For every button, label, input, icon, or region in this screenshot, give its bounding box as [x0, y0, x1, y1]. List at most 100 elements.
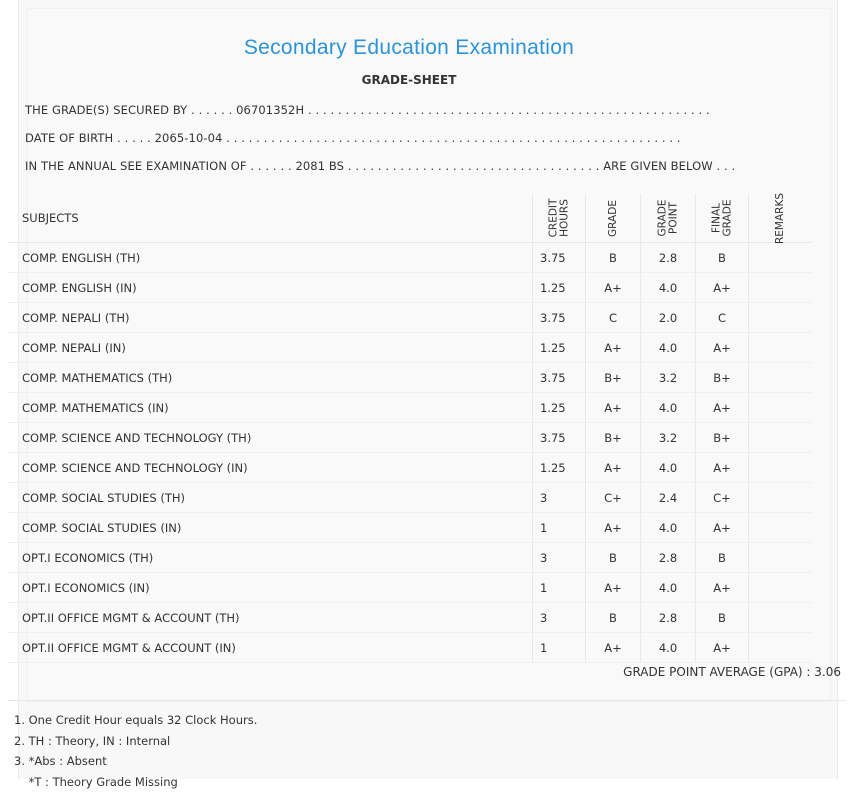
- remarks-cell: [748, 603, 812, 632]
- table-header-row: SUBJECTS CREDIT HOURS GRADE GRADE POINT …: [8, 194, 812, 243]
- credit-hours-cell: 3.75: [532, 243, 585, 272]
- grade-cell: A+: [585, 273, 640, 302]
- date-of-birth-line: DATE OF BIRTH . . . . . 2065-10-04 . . .…: [25, 131, 681, 145]
- header-grade-point: GRADE POINT: [640, 194, 695, 242]
- grade-point-cell: 4.0: [640, 633, 695, 662]
- credit-hours-cell: 3.75: [532, 303, 585, 332]
- final-grade-cell: A+: [695, 273, 748, 302]
- footnote: 2. TH : Theory, IN : Internal: [14, 731, 257, 752]
- final-grade-cell: B: [695, 603, 748, 632]
- final-grade-cell: B+: [695, 363, 748, 392]
- remarks-cell: [748, 543, 812, 572]
- footnote: *T : Theory Grade Missing: [14, 772, 257, 792]
- subject-cell: COMP. ENGLISH (TH): [8, 243, 532, 272]
- credit-hours-cell: 3: [532, 603, 585, 632]
- remarks-cell: [748, 273, 812, 302]
- grade-point-cell: 2.0: [640, 303, 695, 332]
- header-credit-hours: CREDIT HOURS: [532, 194, 585, 242]
- grade-cell: A+: [585, 393, 640, 422]
- subject-cell: COMP. MATHEMATICS (TH): [8, 363, 532, 392]
- final-grade-cell: A+: [695, 513, 748, 542]
- footnote: 3. *Abs : Absent: [14, 751, 257, 772]
- grade-cell: B+: [585, 423, 640, 452]
- remarks-cell: [748, 243, 812, 272]
- grade-cell: A+: [585, 453, 640, 482]
- remarks-cell: [748, 423, 812, 452]
- header-final-grade: FINAL GRADE: [695, 194, 748, 242]
- subject-cell: OPT.I ECONOMICS (IN): [8, 573, 532, 602]
- subject-cell: OPT.II OFFICE MGMT & ACCOUNT (TH): [8, 603, 532, 632]
- grade-cell: C+: [585, 483, 640, 512]
- grade-point-cell: 4.0: [640, 513, 695, 542]
- credit-hours-cell: 1.25: [532, 453, 585, 482]
- grade-point-cell: 4.0: [640, 333, 695, 362]
- subject-cell: COMP. SCIENCE AND TECHNOLOGY (IN): [8, 453, 532, 482]
- subject-cell: COMP. MATHEMATICS (IN): [8, 393, 532, 422]
- header-subjects: SUBJECTS: [8, 194, 532, 242]
- grade-point-cell: 4.0: [640, 273, 695, 302]
- final-grade-cell: A+: [695, 633, 748, 662]
- header-remarks: REMARKS: [748, 194, 812, 242]
- grade-point-cell: 2.8: [640, 603, 695, 632]
- credit-hours-cell: 1.25: [532, 333, 585, 362]
- credit-hours-cell: 1: [532, 633, 585, 662]
- header-grade: GRADE: [585, 194, 640, 242]
- secured-by-line: THE GRADE(S) SECURED BY . . . . . . 0670…: [25, 103, 710, 117]
- final-grade-cell: A+: [695, 333, 748, 362]
- final-grade-cell: B+: [695, 423, 748, 452]
- grade-cell: A+: [585, 513, 640, 542]
- gpa-summary: GRADE POINT AVERAGE (GPA) : 3.06: [623, 665, 841, 679]
- subject-cell: COMP. NEPALI (IN): [8, 333, 532, 362]
- credit-hours-cell: 3: [532, 483, 585, 512]
- grade-point-cell: 4.0: [640, 393, 695, 422]
- page-title: Secondary Education Examination: [0, 36, 818, 60]
- divider: [8, 700, 846, 701]
- remarks-cell: [748, 633, 812, 662]
- subject-cell: OPT.II OFFICE MGMT & ACCOUNT (IN): [8, 633, 532, 662]
- subject-cell: COMP. SOCIAL STUDIES (IN): [8, 513, 532, 542]
- remarks-cell: [748, 363, 812, 392]
- remarks-cell: [748, 573, 812, 602]
- grade-cell: B: [585, 543, 640, 572]
- remarks-cell: [748, 483, 812, 512]
- subject-cell: COMP. SOCIAL STUDIES (TH): [8, 483, 532, 512]
- page-subtitle: GRADE-SHEET: [0, 73, 818, 87]
- subject-cell: COMP. NEPALI (TH): [8, 303, 532, 332]
- final-grade-cell: C+: [695, 483, 748, 512]
- remarks-cell: [748, 453, 812, 482]
- grade-cell: A+: [585, 633, 640, 662]
- final-grade-cell: A+: [695, 573, 748, 602]
- final-grade-cell: B: [695, 243, 748, 272]
- credit-hours-cell: 1: [532, 573, 585, 602]
- grade-cell: A+: [585, 573, 640, 602]
- remarks-cell: [748, 393, 812, 422]
- remarks-cell: [748, 303, 812, 332]
- final-grade-cell: A+: [695, 453, 748, 482]
- subject-cell: COMP. SCIENCE AND TECHNOLOGY (TH): [8, 423, 532, 452]
- grade-point-cell: 4.0: [640, 453, 695, 482]
- grade-cell: B+: [585, 363, 640, 392]
- grade-point-cell: 3.2: [640, 423, 695, 452]
- grade-cell: A+: [585, 333, 640, 362]
- footnote: 1. One Credit Hour equals 32 Clock Hours…: [14, 710, 257, 731]
- credit-hours-cell: 3: [532, 543, 585, 572]
- credit-hours-cell: 3.75: [532, 363, 585, 392]
- grade-cell: B: [585, 243, 640, 272]
- footnotes: 1. One Credit Hour equals 32 Clock Hours…: [14, 710, 257, 792]
- grade-cell: C: [585, 303, 640, 332]
- remarks-cell: [748, 333, 812, 362]
- credit-hours-cell: 3.75: [532, 423, 585, 452]
- grade-point-cell: 2.8: [640, 243, 695, 272]
- grade-point-cell: 4.0: [640, 573, 695, 602]
